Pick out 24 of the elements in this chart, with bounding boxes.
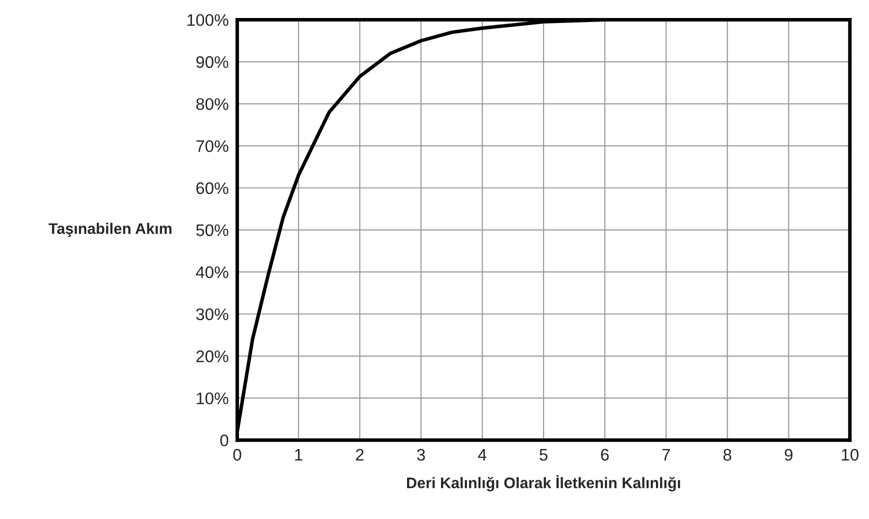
y-tick-label: 90%: [196, 56, 228, 68]
x-tick-label: 4: [478, 449, 486, 461]
y-tick-label: 80%: [196, 98, 228, 110]
y-tick-label: 50%: [196, 224, 228, 236]
y-tick-label: 40%: [196, 266, 228, 278]
x-tick-label: 5: [540, 449, 548, 461]
y-axis-title: Taşınabilen Akım: [48, 222, 172, 238]
y-tick-label: 20%: [196, 350, 228, 362]
y-tick-label: 0: [220, 434, 228, 446]
y-tick-label: 100%: [188, 14, 228, 26]
y-tick-label: 10%: [196, 392, 228, 404]
x-tick-label: 1: [295, 449, 302, 461]
y-tick-label: 60%: [196, 182, 228, 194]
x-tick-label: 7: [662, 449, 670, 461]
x-axis-title: Deri Kalınlığı Olarak İletkenin Kalınlığı: [407, 475, 680, 492]
x-tick-label: 6: [601, 448, 609, 461]
x-tick-label: 8: [723, 448, 732, 461]
x-tick-label: 9: [784, 448, 792, 461]
x-tick-label: 10: [842, 448, 858, 461]
y-tick-label: 70%: [196, 140, 228, 152]
x-tick-label: 2: [356, 448, 364, 461]
x-tick-label: 3: [417, 448, 425, 461]
y-tick-label: 30%: [196, 308, 228, 320]
x-tick-label: 0: [233, 448, 242, 461]
